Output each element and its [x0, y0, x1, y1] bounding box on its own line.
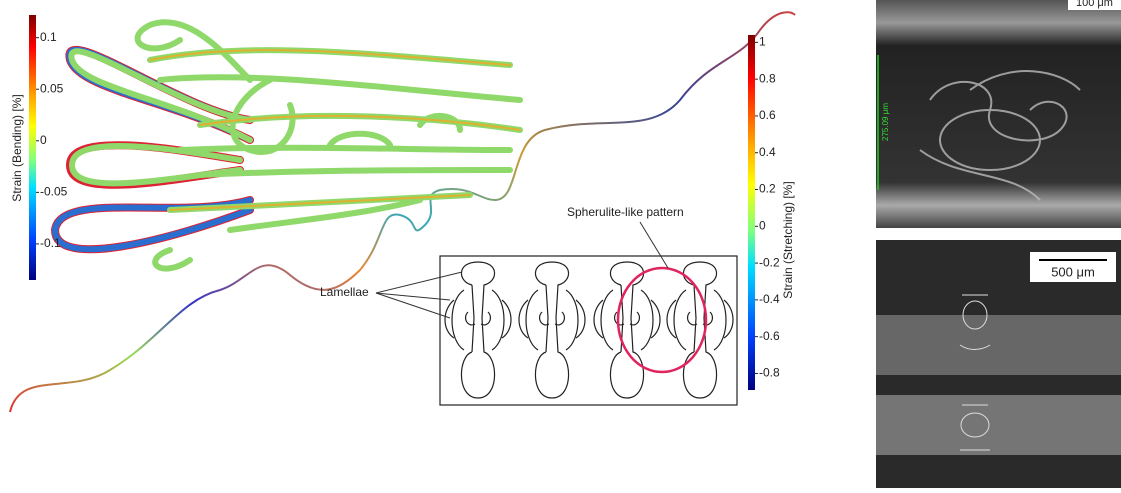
tick-label: 1 [759, 35, 766, 49]
tick-label: -0.6 [759, 329, 780, 343]
tick-label: 0 [759, 218, 766, 232]
tick-label: 0.05 [40, 81, 64, 95]
scale-bar-label: 100 μm [1076, 0, 1113, 9]
tick-label: 0 [40, 133, 47, 147]
tick-label: 0.8 [759, 71, 776, 85]
tick-label: 0.2 [759, 182, 776, 196]
figure: 0.1 0.05 0 -0.05 -0.1 Strain (Bending) [%] 1… [0, 0, 1121, 488]
annotation: Lamellae [320, 285, 369, 299]
colorbar-label: Strain (Stretching) [%] [781, 181, 795, 298]
sem-fiber [876, 315, 1121, 375]
sem-image [876, 0, 1121, 228]
sem-fiber [876, 395, 1121, 455]
tick-label: -0.05 [40, 185, 68, 199]
schematic-box [440, 256, 737, 405]
colorbar [748, 35, 755, 390]
tick-label: 0.4 [759, 145, 776, 159]
colorbar-label: Strain (Bending) [%] [10, 94, 24, 201]
tick-label: -0.8 [759, 366, 780, 380]
tick-label: -0.1 [40, 236, 61, 250]
tick-label: 0.1 [40, 30, 57, 44]
colorbar-ticks: 1 0.8 0.6 0.4 0.2 0 -0.2 -0.4 -0.6 -0.8 [755, 35, 780, 380]
tick-label: -0.2 [759, 255, 780, 269]
tick-label: -0.4 [759, 292, 780, 306]
ribbons [55, 22, 520, 268]
colorbar [29, 15, 36, 280]
scale-bar-label: 500 μm [1051, 264, 1095, 279]
annotation: Spherulite-like pattern [567, 205, 684, 219]
measurement: 275.09 μm [881, 103, 890, 141]
tick-label: 0.6 [759, 108, 776, 122]
